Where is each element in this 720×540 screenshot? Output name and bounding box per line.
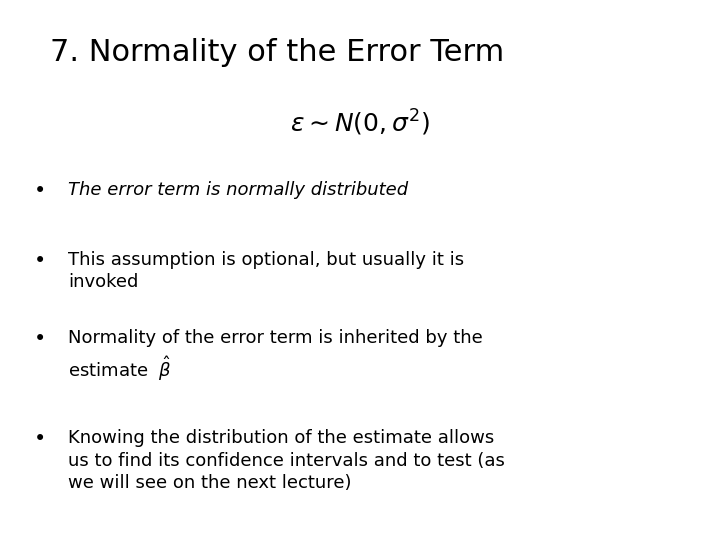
Text: •: • [33, 429, 46, 449]
Text: •: • [33, 329, 46, 349]
Text: 7. Normality of the Error Term: 7. Normality of the Error Term [50, 38, 505, 67]
Text: The error term is normally distributed: The error term is normally distributed [68, 181, 408, 199]
Text: •: • [33, 251, 46, 271]
Text: Knowing the distribution of the estimate allows
us to find its confidence interv: Knowing the distribution of the estimate… [68, 429, 505, 492]
Text: $\varepsilon \sim N(0, \sigma^2)$: $\varepsilon \sim N(0, \sigma^2)$ [290, 108, 430, 138]
Text: Normality of the error term is inherited by the
estimate  $\hat{\beta}$: Normality of the error term is inherited… [68, 329, 483, 383]
Text: •: • [33, 181, 46, 201]
Text: This assumption is optional, but usually it is
invoked: This assumption is optional, but usually… [68, 251, 464, 291]
